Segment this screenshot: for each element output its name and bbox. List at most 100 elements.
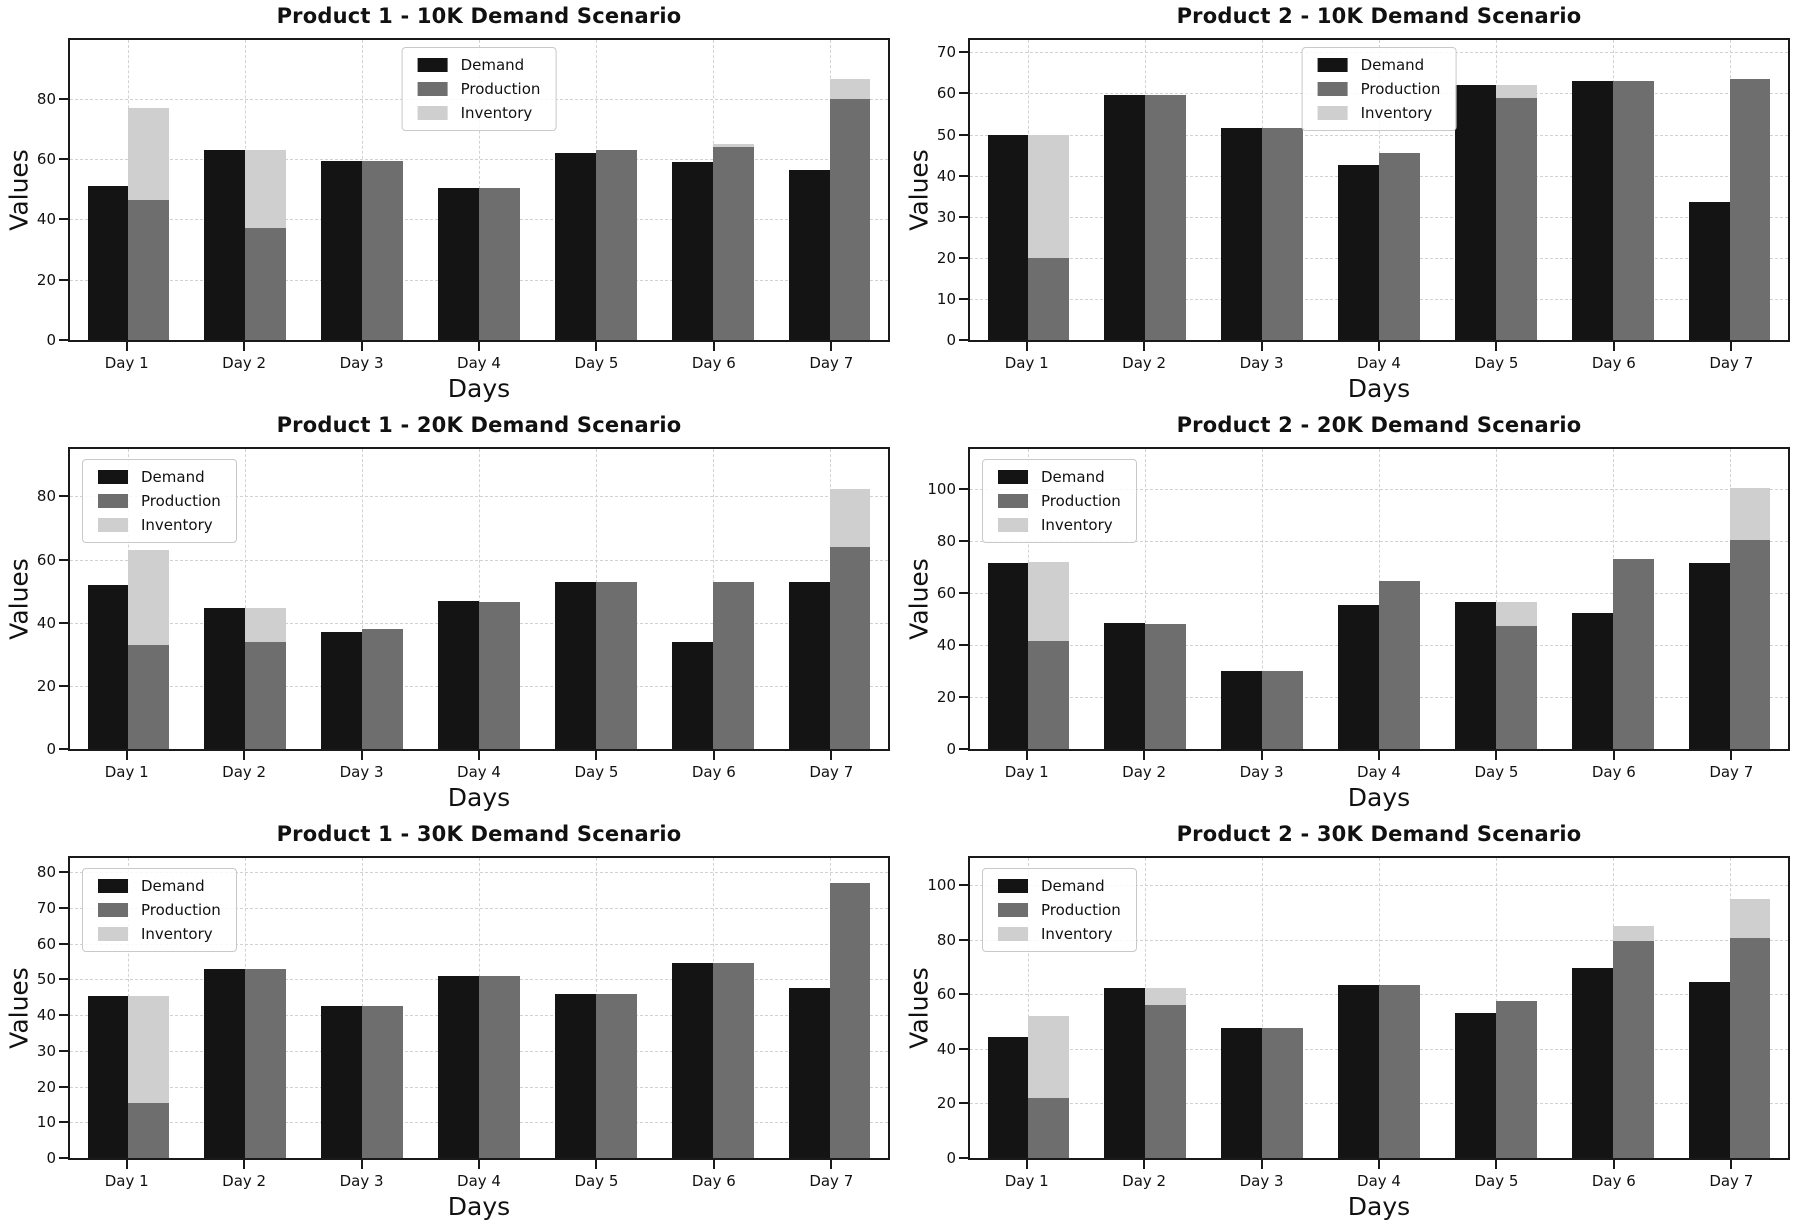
y-tick-label: 80 xyxy=(36,863,56,882)
legend-item-demand: Demand xyxy=(98,469,221,485)
chart-product-1-30k: Product 1 - 30K Demand Scenario Values D… xyxy=(0,818,900,1228)
x-tick-mark xyxy=(1260,1160,1263,1169)
bar-production-day-6 xyxy=(712,963,754,1158)
x-tick-mark xyxy=(243,1160,246,1169)
legend-swatch-inventory xyxy=(98,927,128,941)
bar-production-day-7 xyxy=(829,546,871,749)
gridline-horizontal xyxy=(70,872,888,874)
bar-production-day-4 xyxy=(1379,581,1420,749)
chart-title: Product 2 - 20K Demand Scenario xyxy=(1176,413,1582,437)
x-tick-label: Day 7 xyxy=(1709,763,1754,781)
bar-demand-day-7 xyxy=(1688,982,1730,1158)
legend-item-inventory: Inventory xyxy=(1317,105,1441,121)
y-tick-mark xyxy=(59,495,68,498)
x-axis-label: Days xyxy=(447,783,511,812)
y-tick-label: 60 xyxy=(36,934,56,953)
chart-product-2-20k: Product 2 - 20K Demand Scenario Values D… xyxy=(900,409,1800,818)
legend-swatch-inventory xyxy=(1317,106,1348,120)
chart-title: Product 1 - 10K Demand Scenario xyxy=(276,4,682,28)
y-tick-label: 100 xyxy=(927,876,956,895)
x-tick-mark xyxy=(1612,1160,1615,1169)
y-tick-mark xyxy=(959,174,968,177)
gridline-vertical xyxy=(479,449,480,749)
plot-area: Demand Production Inventory xyxy=(68,38,890,342)
bar-production-day-1 xyxy=(1028,641,1070,749)
plot-area: Demand Production Inventory xyxy=(968,447,1790,751)
y-tick-mark xyxy=(959,748,968,750)
legend-swatch-inventory xyxy=(98,518,128,532)
x-tick-label: Day 7 xyxy=(809,1172,854,1190)
bar-production-day-3 xyxy=(362,160,404,340)
bar-demand-day-1 xyxy=(987,1036,1029,1158)
bar-demand-day-2 xyxy=(204,150,246,340)
x-tick-label: Day 4 xyxy=(1357,1172,1401,1190)
x-tick-mark xyxy=(360,751,363,760)
x-tick-label: Day 4 xyxy=(457,763,501,781)
y-tick-label: 0 xyxy=(46,740,56,758)
legend-swatch-production xyxy=(98,903,128,917)
x-tick-mark xyxy=(478,342,480,351)
x-tick-label: Day 6 xyxy=(691,1172,736,1190)
y-tick-mark xyxy=(59,1049,68,1052)
plot-area: Demand Production Inventory xyxy=(68,447,890,751)
y-tick-label: 60 xyxy=(936,584,956,603)
legend-item-inventory: Inventory xyxy=(998,517,1121,533)
y-tick-label: 100 xyxy=(927,480,956,499)
bar-production-day-1 xyxy=(128,199,170,340)
legend-item-inventory: Inventory xyxy=(998,926,1121,942)
x-tick-label: Day 2 xyxy=(222,763,267,781)
y-tick-label: 40 xyxy=(36,1006,56,1025)
gridline-vertical xyxy=(1262,858,1264,1158)
legend: Demand Production Inventory xyxy=(82,868,237,952)
bar-demand-day-1 xyxy=(87,584,129,749)
y-tick-mark xyxy=(59,558,68,561)
x-tick-mark xyxy=(360,1160,363,1169)
legend-swatch-demand xyxy=(417,58,448,72)
y-tick-mark xyxy=(959,92,968,95)
legend: Demand Production Inventory xyxy=(982,868,1137,952)
legend-swatch-production xyxy=(98,494,128,508)
bar-production-day-3 xyxy=(1262,671,1304,749)
bar-demand-day-7 xyxy=(1688,202,1730,340)
y-tick-label: 70 xyxy=(36,899,56,917)
y-tick-mark xyxy=(959,884,968,887)
x-tick-mark xyxy=(125,751,128,760)
bar-demand-day-5 xyxy=(554,153,596,340)
bar-demand-day-4 xyxy=(1338,604,1379,749)
x-tick-mark xyxy=(1378,1160,1380,1169)
y-tick-label: 80 xyxy=(936,532,956,551)
x-tick-label: Day 4 xyxy=(1357,763,1401,781)
legend-swatch-production xyxy=(1317,82,1348,96)
x-tick-label: Day 2 xyxy=(1122,1172,1167,1190)
gridline-horizontal xyxy=(970,134,1788,136)
x-axis-label: Days xyxy=(447,374,511,403)
bar-production-day-6 xyxy=(712,581,754,749)
y-tick-mark xyxy=(959,215,968,218)
x-tick-mark xyxy=(1378,342,1380,351)
x-tick-mark xyxy=(1730,1160,1733,1169)
bar-production-day-6 xyxy=(1612,81,1654,340)
x-tick-mark xyxy=(595,1160,598,1169)
legend-label: Production xyxy=(460,80,541,98)
legend-label: Demand xyxy=(1041,877,1105,895)
bar-production-day-6 xyxy=(712,147,754,340)
x-tick-mark xyxy=(1025,1160,1028,1169)
bar-demand-day-6 xyxy=(671,641,713,749)
bar-demand-day-7 xyxy=(788,169,830,340)
x-tick-mark xyxy=(1143,342,1146,351)
bar-inventory-day-2 xyxy=(245,150,287,229)
bar-production-day-6 xyxy=(1612,559,1654,749)
y-tick-mark xyxy=(959,938,968,941)
x-axis-label: Days xyxy=(1347,374,1411,403)
x-tick-mark xyxy=(478,1160,480,1169)
x-tick-label: Day 3 xyxy=(339,763,384,781)
x-tick-label: Day 6 xyxy=(1591,354,1636,372)
bar-production-day-2 xyxy=(1145,95,1187,340)
x-tick-label: Day 1 xyxy=(1004,1172,1049,1190)
x-tick-mark xyxy=(1730,751,1733,760)
gridline-horizontal xyxy=(970,885,1788,887)
bar-demand-day-4 xyxy=(438,975,479,1158)
x-tick-mark xyxy=(1260,751,1263,760)
bar-demand-day-4 xyxy=(1338,165,1379,340)
legend-item-production: Production xyxy=(98,902,221,918)
